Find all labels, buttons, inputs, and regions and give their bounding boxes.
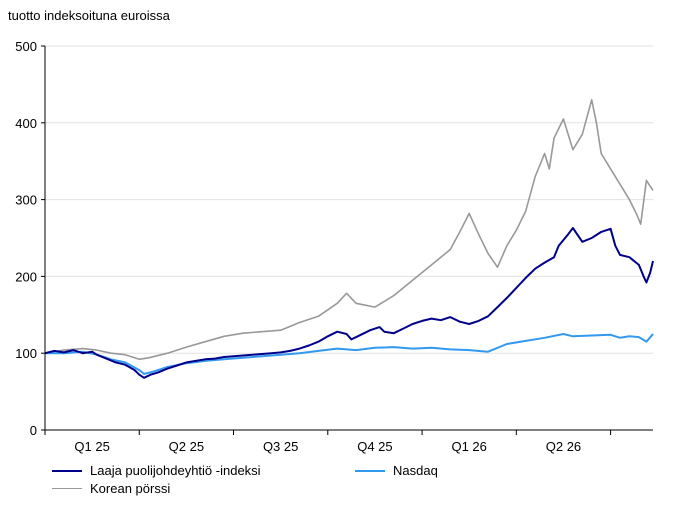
x-tick-label: Q2 25 [169,439,204,454]
x-axis-tick-labels: Q1 25 Q2 25 Q3 25 Q4 25 Q1 26 Q2 26 [44,430,612,454]
x-tick-label: Q2 26 [546,439,581,454]
y-tick-label: 300 [15,193,37,208]
axes [44,46,653,431]
series-line-0 [44,227,654,379]
legend-swatch-semiconductor [52,469,82,472]
x-tick-label: Q3 25 [263,439,298,454]
legend-label-semiconductor: Laaja puolijohdeyhtiö -indeksi [90,463,261,478]
legend-item-semiconductor: Laaja puolijohdeyhtiö -indeksi [52,463,261,478]
legend-label-korea: Korean pörssi [90,481,171,496]
y-tick-label: 100 [15,346,37,361]
x-tick-label: Q1 25 [74,439,109,454]
series-lines [44,99,654,379]
legend-label-nasdaq: Nasdaq [393,463,438,478]
y-tick-label: 500 [15,39,37,54]
legend-item-korea: Korean pörssi [52,481,170,496]
legend-swatch-nasdaq [355,469,385,472]
series-line-2 [44,99,654,361]
x-tick-label: Q4 25 [357,439,392,454]
y-axis-tick-labels: 0 100 200 300 400 500 [15,39,45,438]
y-tick-label: 400 [15,116,37,131]
y-tick-label: 200 [15,269,37,284]
legend-item-nasdaq: Nasdaq [355,463,438,478]
x-tick-label: Q1 26 [451,439,486,454]
gridlines [45,45,653,354]
series-line-1 [45,333,654,375]
y-tick-label: 0 [30,423,37,438]
y-axis-label: tuotto indeksoituna euroissa [8,8,170,23]
legend-swatch-korea [52,487,82,490]
